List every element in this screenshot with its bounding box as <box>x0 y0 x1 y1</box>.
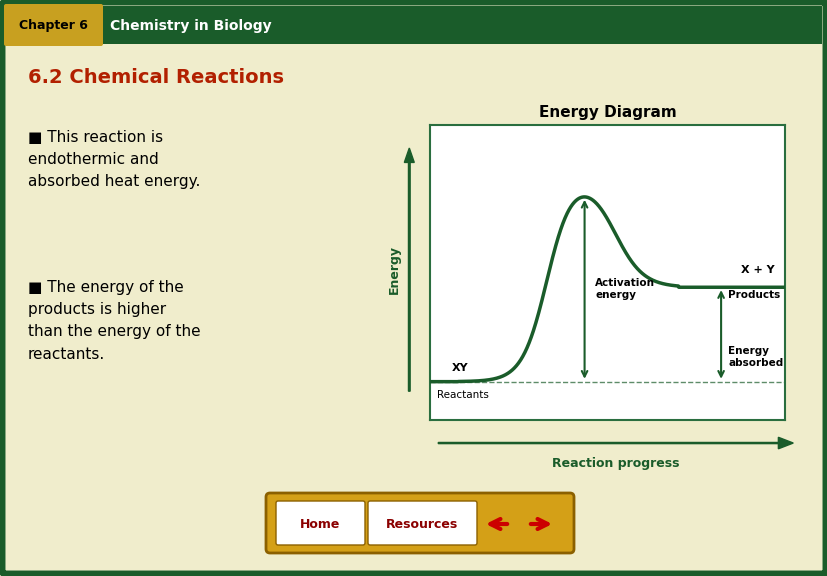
Text: Chemistry in Biology: Chemistry in Biology <box>110 19 271 33</box>
Text: Reaction progress: Reaction progress <box>552 457 679 469</box>
FancyBboxPatch shape <box>367 501 476 545</box>
Text: Products: Products <box>727 290 780 300</box>
Text: Energy
absorbed: Energy absorbed <box>727 346 782 368</box>
Text: 6.2 Chemical Reactions: 6.2 Chemical Reactions <box>28 68 284 87</box>
Text: X + Y: X + Y <box>740 266 773 275</box>
FancyBboxPatch shape <box>275 501 365 545</box>
Text: Resources: Resources <box>385 517 457 530</box>
Text: XY: XY <box>451 363 467 373</box>
Text: Reactants: Reactants <box>437 391 489 400</box>
Text: ■ This reaction is
endothermic and
absorbed heat energy.: ■ This reaction is endothermic and absor… <box>28 130 200 190</box>
Text: Activation
energy: Activation energy <box>595 278 654 300</box>
Text: Chapter 6: Chapter 6 <box>18 20 88 32</box>
Text: Home: Home <box>299 517 340 530</box>
FancyBboxPatch shape <box>4 4 103 46</box>
Text: ■ The energy of the
products is higher
than the energy of the
reactants.: ■ The energy of the products is higher t… <box>28 280 200 362</box>
Title: Energy Diagram: Energy Diagram <box>538 105 676 120</box>
Text: Energy: Energy <box>387 245 400 294</box>
Bar <box>6 6 821 44</box>
FancyBboxPatch shape <box>265 493 573 553</box>
